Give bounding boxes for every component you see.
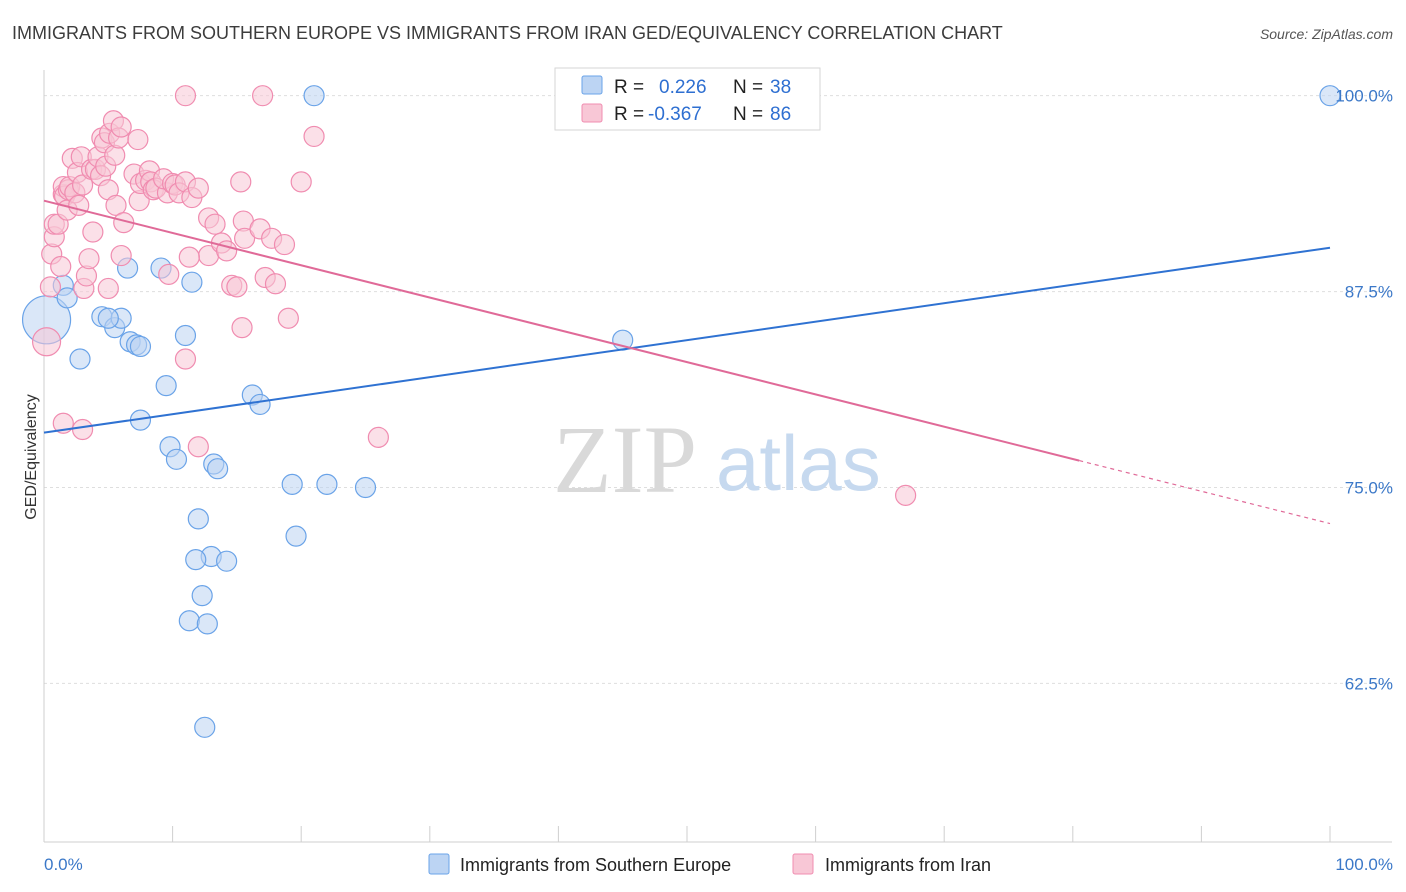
point-series-1-84	[895, 484, 917, 506]
point-series-1-65	[234, 227, 256, 249]
trend-line-series-0	[43, 246, 1331, 434]
point-series-1-33	[104, 144, 126, 166]
point-series-1-71	[303, 125, 325, 148]
point-series-1-81	[367, 426, 389, 448]
trend-line-dashed-series-1	[1079, 460, 1331, 525]
point-series-1-56	[187, 177, 209, 199]
stats-r-value-southern-europe: 0.226	[659, 77, 707, 98]
point-series-0-37	[1319, 85, 1341, 107]
point-series-0-22	[249, 393, 271, 416]
point-series-0-25	[354, 476, 377, 499]
point-series-0-34	[194, 716, 216, 738]
point-series-0-24	[316, 473, 338, 495]
point-series-0-14	[174, 324, 197, 347]
point-series-0-35	[303, 85, 325, 107]
point-series-0-13	[181, 271, 203, 293]
point-series-0-2	[56, 287, 78, 309]
point-series-0-18	[165, 448, 188, 470]
point-series-1-74	[264, 273, 287, 295]
point-series-1-70	[290, 171, 312, 193]
point-series-1-38	[110, 244, 132, 267]
chart-source: Source: ZipAtlas.com	[1260, 26, 1393, 42]
stats-n-label-southern-europe: N =	[733, 77, 763, 98]
stats-swatch-southern-europe	[581, 75, 603, 95]
point-series-0-31	[191, 585, 213, 607]
point-series-1-1	[39, 276, 62, 298]
y-tick-labels: 100.0% 87.5% 75.0% 62.5%	[1335, 87, 1393, 694]
legend-label-iran: Immigrants from Iran	[825, 855, 991, 875]
y-tick-label-1: 87.5%	[1345, 283, 1393, 302]
point-series-1-85	[97, 277, 119, 300]
point-series-1-63	[226, 276, 248, 298]
point-series-1-83	[252, 85, 274, 107]
trend-lines	[43, 199, 1331, 525]
point-series-1-79	[71, 418, 94, 441]
stats-n-label-iran: N =	[733, 104, 763, 125]
x-tick-label-max: 100.0%	[1335, 855, 1393, 874]
point-series-1-21	[78, 248, 100, 270]
legend-swatch-southern-europe	[428, 853, 450, 875]
watermark-atlas: atlas	[716, 419, 881, 507]
data-points	[21, 85, 1341, 738]
watermark-zip: ZIP	[553, 406, 697, 513]
point-series-1-72	[230, 171, 252, 193]
stats-swatch-iran	[581, 103, 603, 123]
point-series-1-78	[187, 436, 209, 458]
y-tick-label-0: 100.0%	[1335, 87, 1393, 106]
x-axis-ticks	[43, 826, 1331, 842]
legend: Immigrants from Southern Europe Immigran…	[428, 853, 991, 875]
point-series-1-40	[127, 128, 149, 151]
chart-title: IMMIGRANTS FROM SOUTHERN EUROPE VS IMMIG…	[12, 23, 1003, 43]
point-series-0-33	[196, 613, 218, 635]
point-series-0-32	[178, 610, 200, 632]
point-series-1-16	[68, 194, 90, 216]
point-series-0-16	[155, 375, 177, 397]
point-series-0-23	[281, 473, 303, 495]
point-series-1-58	[204, 213, 226, 235]
point-series-1-6	[50, 255, 72, 278]
point-series-1-73	[231, 317, 253, 339]
point-series-1-36	[110, 116, 132, 138]
point-series-1-77	[178, 246, 200, 268]
point-series-0-7	[97, 307, 119, 329]
stats-r-value-iran: -0.367	[648, 104, 702, 125]
stats-r-label-iran: R =	[614, 104, 644, 125]
y-tick-label-3: 62.5%	[1345, 674, 1393, 693]
point-series-0-30	[216, 550, 238, 572]
point-series-1-0	[31, 327, 62, 357]
legend-swatch-iran	[792, 853, 814, 875]
point-series-0-26	[187, 508, 209, 530]
stats-n-value-southern-europe: 38	[770, 77, 791, 98]
point-series-0-10	[129, 335, 152, 358]
trend-line-series-1	[43, 199, 1080, 462]
point-series-0-20	[207, 458, 229, 480]
point-series-1-75	[273, 233, 296, 256]
point-series-1-69	[277, 307, 299, 329]
stats-r-label-southern-europe: R =	[614, 77, 644, 98]
point-series-1-23	[82, 221, 104, 243]
point-series-0-29	[185, 549, 207, 571]
point-series-1-18	[71, 174, 94, 196]
point-series-0-27	[285, 525, 307, 547]
x-tick-label-min: 0.0%	[44, 855, 83, 874]
stats-n-value-iran: 86	[770, 104, 791, 125]
point-series-1-50	[158, 263, 180, 285]
point-series-1-76	[174, 348, 197, 370]
legend-label-southern-europe: Immigrants from Southern Europe	[460, 855, 731, 875]
point-series-1-82	[174, 85, 197, 107]
stats-box: R = 0.226 N = 38 R = -0.367 N = 86	[554, 67, 821, 131]
point-series-0-6	[69, 348, 91, 370]
y-tick-label-2: 75.0%	[1345, 479, 1393, 498]
y-axis-label: GED/Equivalency	[23, 394, 40, 519]
